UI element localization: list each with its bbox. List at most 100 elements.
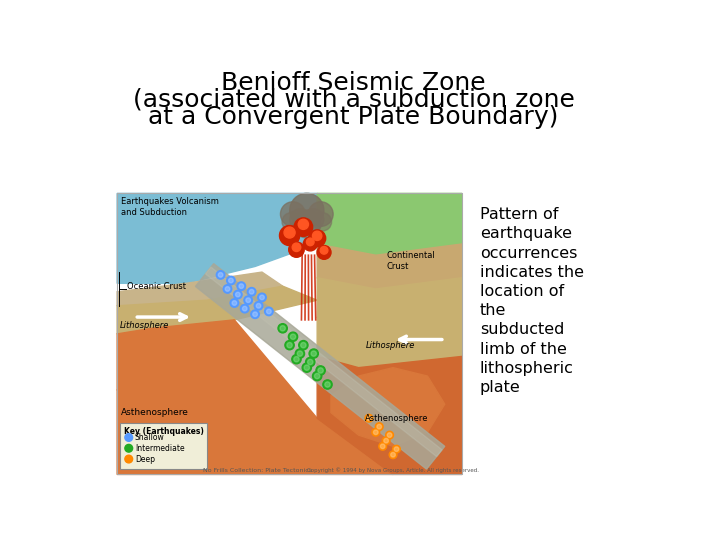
- Circle shape: [287, 342, 292, 348]
- Polygon shape: [317, 317, 462, 368]
- Text: Deep: Deep: [135, 455, 155, 463]
- Circle shape: [325, 382, 330, 387]
- Circle shape: [246, 298, 251, 302]
- Circle shape: [320, 247, 328, 254]
- Circle shape: [232, 301, 237, 305]
- Circle shape: [253, 312, 258, 316]
- Polygon shape: [117, 193, 317, 284]
- Circle shape: [312, 231, 322, 240]
- Circle shape: [229, 278, 233, 283]
- Circle shape: [230, 299, 238, 307]
- Circle shape: [233, 291, 242, 299]
- Text: No Frills Collection: Plate Tectonics: No Frills Collection: Plate Tectonics: [203, 468, 312, 473]
- Polygon shape: [317, 278, 462, 328]
- Circle shape: [389, 451, 397, 458]
- Circle shape: [216, 271, 225, 279]
- Polygon shape: [331, 368, 445, 447]
- Circle shape: [254, 301, 263, 310]
- Circle shape: [239, 284, 243, 288]
- Polygon shape: [117, 286, 317, 334]
- Circle shape: [227, 276, 235, 285]
- Circle shape: [125, 444, 132, 452]
- Circle shape: [377, 424, 382, 429]
- Circle shape: [279, 226, 300, 246]
- Circle shape: [251, 310, 259, 319]
- Circle shape: [292, 355, 301, 364]
- Text: Continental
Crust: Continental Crust: [386, 251, 435, 271]
- Text: Oceanic Crust: Oceanic Crust: [127, 282, 186, 291]
- Circle shape: [278, 323, 287, 333]
- Circle shape: [285, 341, 294, 350]
- Circle shape: [299, 341, 308, 350]
- Circle shape: [282, 213, 301, 231]
- Circle shape: [243, 306, 247, 311]
- Circle shape: [280, 326, 285, 331]
- Circle shape: [235, 292, 240, 297]
- Circle shape: [302, 363, 312, 372]
- Text: Shallow: Shallow: [135, 433, 165, 442]
- Polygon shape: [117, 320, 393, 475]
- Circle shape: [298, 219, 308, 230]
- Circle shape: [308, 202, 333, 226]
- Circle shape: [294, 356, 300, 362]
- Circle shape: [309, 230, 325, 247]
- Circle shape: [309, 349, 318, 358]
- Circle shape: [256, 303, 261, 308]
- Circle shape: [303, 237, 318, 251]
- Text: Intermediate: Intermediate: [135, 444, 184, 453]
- Polygon shape: [117, 272, 283, 306]
- Circle shape: [301, 342, 306, 348]
- Text: Benioff Seismic Zone: Benioff Seismic Zone: [221, 71, 486, 95]
- Circle shape: [223, 285, 232, 293]
- Circle shape: [249, 289, 254, 294]
- Polygon shape: [195, 264, 445, 469]
- Circle shape: [366, 416, 372, 421]
- Circle shape: [380, 444, 385, 449]
- Circle shape: [386, 431, 393, 439]
- Circle shape: [248, 287, 256, 296]
- Circle shape: [315, 373, 320, 379]
- Circle shape: [244, 296, 253, 305]
- Circle shape: [316, 366, 325, 375]
- Circle shape: [317, 246, 331, 259]
- Circle shape: [260, 295, 264, 300]
- Circle shape: [240, 305, 249, 313]
- Text: Lithosphere: Lithosphere: [120, 321, 168, 330]
- Circle shape: [392, 446, 400, 453]
- Text: Pattern of
earthquake
occurrences
indicates the
location of
the
subducted
limb o: Pattern of earthquake occurrences indica…: [480, 207, 584, 395]
- Circle shape: [374, 430, 378, 435]
- Circle shape: [289, 193, 324, 227]
- Circle shape: [372, 428, 379, 436]
- Circle shape: [313, 213, 332, 231]
- Circle shape: [237, 282, 246, 291]
- Circle shape: [258, 293, 266, 302]
- Circle shape: [225, 287, 230, 291]
- Circle shape: [312, 372, 322, 381]
- Circle shape: [292, 243, 301, 252]
- Circle shape: [294, 218, 312, 237]
- Circle shape: [365, 414, 373, 422]
- Polygon shape: [317, 244, 462, 289]
- Circle shape: [290, 334, 296, 340]
- Circle shape: [289, 242, 305, 257]
- Circle shape: [293, 210, 320, 238]
- Circle shape: [284, 227, 295, 238]
- Circle shape: [384, 438, 389, 443]
- Text: (associated with a subduction zone: (associated with a subduction zone: [132, 88, 575, 112]
- Circle shape: [387, 433, 392, 437]
- Text: Asthenosphere: Asthenosphere: [121, 408, 189, 417]
- Bar: [117, 193, 462, 475]
- Circle shape: [295, 349, 305, 358]
- Circle shape: [307, 238, 314, 246]
- Polygon shape: [117, 320, 235, 390]
- Circle shape: [318, 368, 323, 373]
- Circle shape: [265, 307, 273, 316]
- Polygon shape: [317, 356, 462, 475]
- Circle shape: [304, 365, 310, 370]
- Text: Asthenosphere: Asthenosphere: [366, 414, 429, 423]
- Circle shape: [266, 309, 271, 314]
- Circle shape: [281, 202, 305, 226]
- Circle shape: [307, 359, 313, 364]
- Text: Copyright © 1994 by Nova Groups, Article. All rights reserved.: Copyright © 1994 by Nova Groups, Article…: [307, 467, 479, 473]
- Circle shape: [297, 351, 302, 356]
